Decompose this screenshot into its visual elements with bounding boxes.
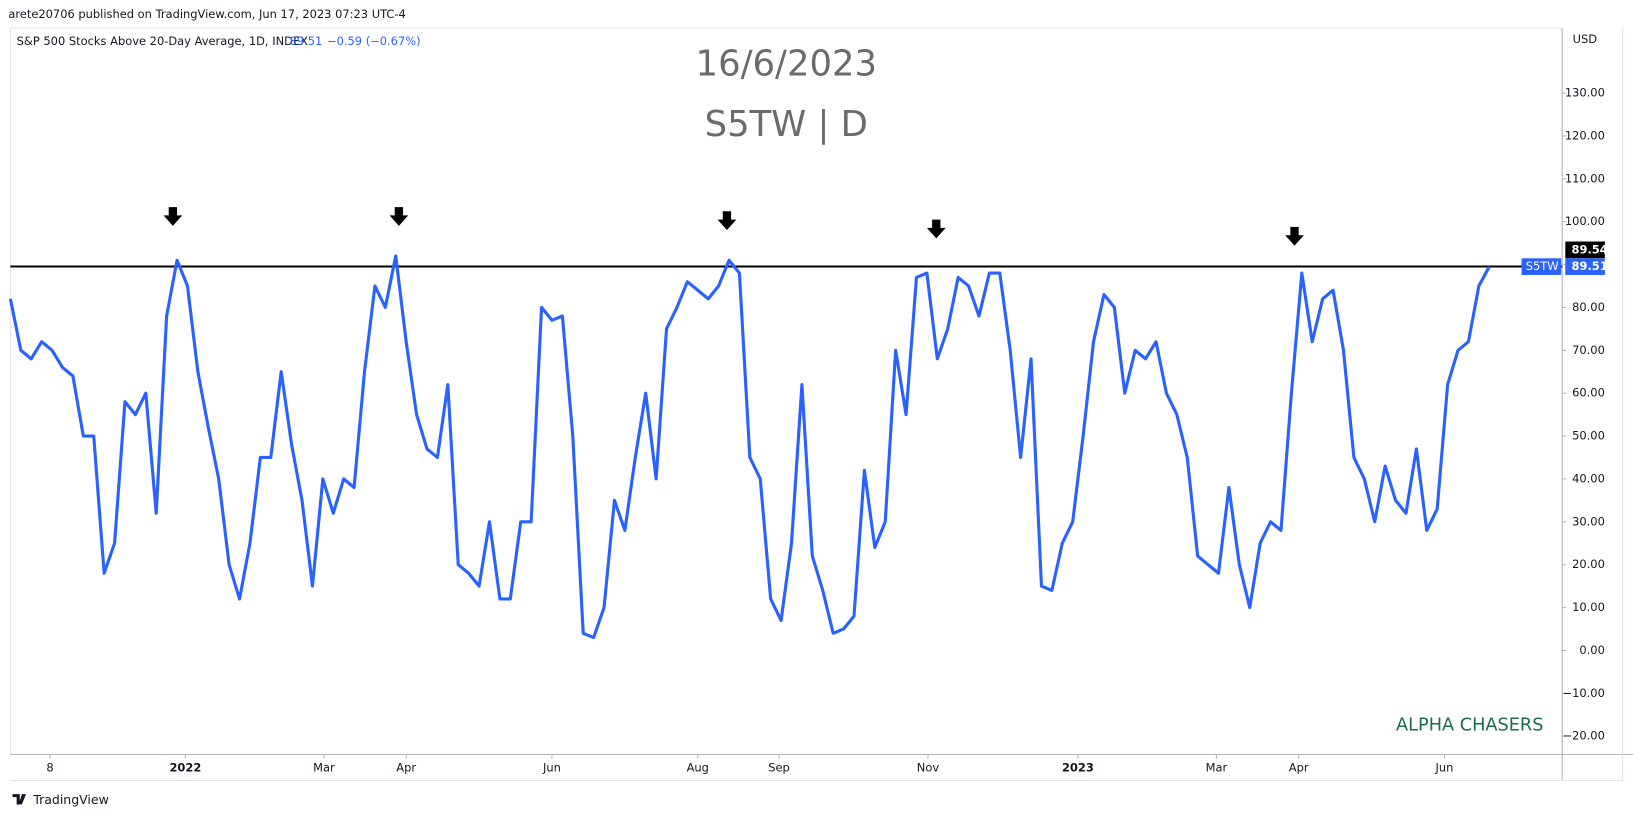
y-tick-label: 10.00 bbox=[1572, 600, 1605, 614]
publish-info: arete20706 published on TradingView.com,… bbox=[8, 7, 405, 21]
watermark-symbol: S5TW | D bbox=[705, 104, 868, 145]
arrow bbox=[1285, 226, 1304, 246]
x-tick-label: Mar bbox=[1206, 761, 1228, 775]
x-tick-label: 2023 bbox=[1062, 761, 1094, 775]
arrow bbox=[926, 219, 946, 239]
symbol-label-bg bbox=[1521, 258, 1562, 275]
arrow bbox=[163, 207, 183, 226]
y-tick-label: 120.00 bbox=[1565, 128, 1605, 142]
annotation: ALPHA CHASERS bbox=[1396, 715, 1543, 735]
y-tick-label: 60.00 bbox=[1572, 386, 1605, 400]
price-label: 89.51 bbox=[1572, 259, 1608, 273]
x-tick-label: Aug bbox=[687, 761, 709, 775]
x-tick-label: Apr bbox=[1289, 761, 1309, 775]
x-tick-label: Sep bbox=[768, 761, 790, 775]
y-tick-label: 70.00 bbox=[1572, 343, 1605, 357]
logo bbox=[12, 794, 27, 805]
y-tick-label: 80.00 bbox=[1572, 300, 1605, 314]
y-tick-label: 130.00 bbox=[1565, 86, 1605, 100]
x-tick-label: Nov bbox=[917, 761, 940, 775]
y-tick-label: −20.00 bbox=[1563, 729, 1605, 743]
arrow bbox=[717, 211, 737, 230]
y-tick-label: 50.00 bbox=[1572, 429, 1605, 443]
y-tick-label: 40.00 bbox=[1572, 471, 1605, 485]
hline-label-bg bbox=[1565, 241, 1605, 259]
x-tick-label: 8 bbox=[46, 761, 53, 775]
price-label-bg bbox=[1565, 258, 1605, 275]
x-tick-label: Jun bbox=[1435, 761, 1454, 775]
x-tick-label: Apr bbox=[396, 761, 416, 775]
legend-value: 89.51 bbox=[290, 34, 323, 48]
y-tick-label: −10.00 bbox=[1563, 686, 1605, 700]
symbol-label: S5TW bbox=[1526, 259, 1559, 273]
arrow bbox=[389, 207, 409, 226]
y-tick-label: 100.00 bbox=[1565, 214, 1605, 228]
brand: TradingView bbox=[32, 792, 108, 807]
currency: USD bbox=[1573, 32, 1598, 46]
x-tick-label: 2022 bbox=[169, 761, 201, 775]
x-tick-label: Mar bbox=[313, 761, 335, 775]
y-tick-label: 20.00 bbox=[1572, 557, 1605, 571]
x-tick-label: Jun bbox=[542, 761, 561, 775]
legend-title: S&P 500 Stocks Above 20-Day Average, 1D,… bbox=[17, 34, 309, 48]
series-line bbox=[8, 254, 1491, 640]
y-tick-label: 30.00 bbox=[1572, 514, 1605, 528]
arrows bbox=[163, 207, 1304, 246]
watermark-date: 16/6/2023 bbox=[696, 44, 877, 85]
legend-change: −0.59 (−0.67%) bbox=[327, 34, 421, 48]
hline-label: 89.54 bbox=[1572, 242, 1608, 256]
y-tick-label: 110.00 bbox=[1565, 171, 1605, 185]
y-tick-label: 0.00 bbox=[1579, 643, 1604, 657]
